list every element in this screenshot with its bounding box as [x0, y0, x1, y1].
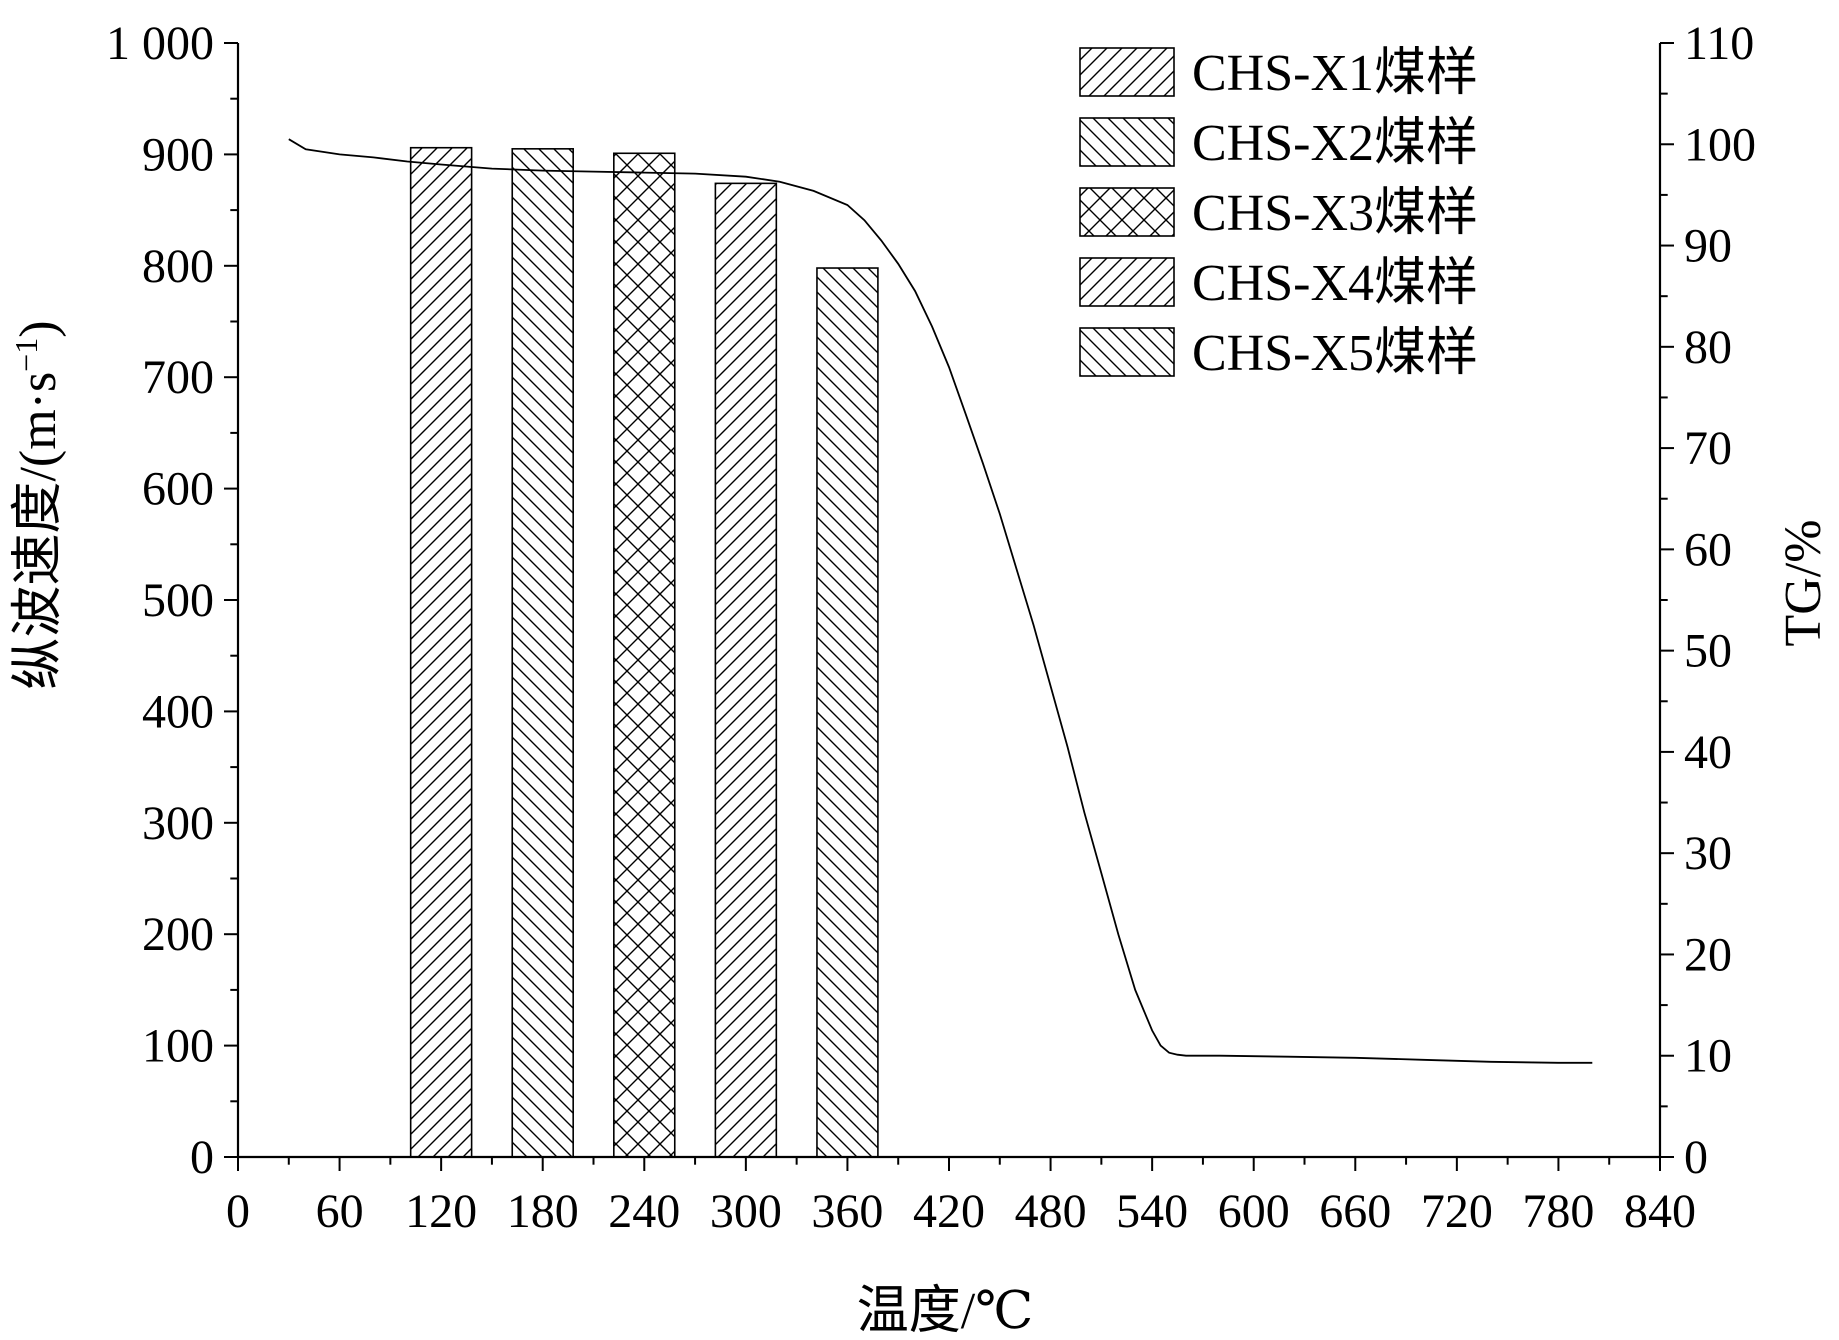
y2-tick-label: 20 — [1684, 928, 1732, 981]
legend-label-5: CHS-X5煤样 — [1192, 325, 1478, 382]
x-tick-label: 180 — [507, 1185, 579, 1238]
legend-swatch-1 — [1079, 47, 1175, 97]
y2-tick-label: 80 — [1684, 321, 1732, 374]
x-tick-label: 0 — [226, 1185, 250, 1238]
x-tick-label: 60 — [316, 1185, 364, 1238]
y2-tick-label: 0 — [1684, 1131, 1708, 1184]
y2-tick-label: 60 — [1684, 523, 1732, 576]
y2-tick-label: 100 — [1684, 118, 1756, 171]
legend-swatch-4 — [1079, 257, 1175, 307]
legend-swatch-3 — [1079, 187, 1175, 237]
y-tick-label: 500 — [142, 574, 214, 627]
y-axis-title-close: ) — [10, 320, 67, 337]
y2-tick-label: 110 — [1684, 17, 1754, 70]
bar-5 — [816, 267, 879, 1158]
y2-tick-label: 40 — [1684, 726, 1732, 779]
y-tick-label: 100 — [142, 1020, 214, 1073]
x-axis-title: 温度/℃ — [857, 1283, 1034, 1340]
y-tick-label: 0 — [190, 1131, 214, 1184]
legend-swatch-2 — [1079, 117, 1175, 167]
x-tick-label: 540 — [1116, 1185, 1188, 1238]
y2-axis-title: TG/% — [1775, 519, 1832, 646]
y-tick-label: 200 — [142, 908, 214, 961]
y-tick-label: 400 — [142, 685, 214, 738]
bar-2 — [511, 148, 574, 1158]
legend-label-3: CHS-X3煤样 — [1192, 185, 1478, 242]
tg-curve-group — [288, 138, 1593, 1064]
legend-swatch-5 — [1079, 327, 1175, 377]
y2-tick-label: 70 — [1684, 422, 1732, 475]
y-tick-label: 600 — [142, 463, 214, 516]
x-tick-label: 120 — [405, 1185, 477, 1238]
bar-3 — [613, 152, 676, 1158]
x-tick-label: 780 — [1522, 1185, 1594, 1238]
x-tick-label: 360 — [811, 1185, 883, 1238]
x-tick-label: 480 — [1015, 1185, 1087, 1238]
legend-label-1: CHS-X1煤样 — [1192, 45, 1478, 102]
x-tick-label: 840 — [1624, 1185, 1696, 1238]
bars-group — [409, 146, 879, 1158]
y2-tick-label: 90 — [1684, 220, 1732, 273]
y-axis-title-main: 纵波速度/(m·s — [10, 372, 67, 690]
y-tick-label: 700 — [142, 351, 214, 404]
y-axis-title: 纵波速度/(m·s−1) — [8, 320, 67, 689]
x-tick-label: 660 — [1319, 1185, 1391, 1238]
legend-label-4: CHS-X4煤样 — [1192, 255, 1478, 312]
y-tick-label: 300 — [142, 797, 214, 850]
y-tick-label: 900 — [142, 128, 214, 181]
y-tick-label: 1 000 — [106, 17, 214, 70]
x-tick-label: 600 — [1218, 1185, 1290, 1238]
y2-tick-label: 10 — [1684, 1030, 1732, 1083]
x-tick-label: 300 — [710, 1185, 782, 1238]
legend-label-2: CHS-X2煤样 — [1192, 115, 1478, 172]
bar-1 — [409, 146, 473, 1158]
bar-4 — [714, 182, 778, 1158]
x-tick-label: 240 — [608, 1185, 680, 1238]
x-tick-label: 720 — [1421, 1185, 1493, 1238]
y2-tick-label: 30 — [1684, 827, 1732, 880]
y-tick-label: 800 — [142, 240, 214, 293]
y2-tick-label: 50 — [1684, 625, 1732, 678]
x-tick-label: 420 — [913, 1185, 985, 1238]
tg-curve-line — [288, 138, 1593, 1064]
y-axis-title-superscript: −1 — [8, 338, 44, 372]
ticks-group: 0 60 120 180 240 300 360 420 480 540 600 660 720 780 8… — [106, 17, 1756, 1238]
legend: CHS-X1煤样 CHS-X2煤样 CHS-X3煤样 CHS-X4煤样 CHS-X5煤样 — [1079, 45, 1478, 382]
